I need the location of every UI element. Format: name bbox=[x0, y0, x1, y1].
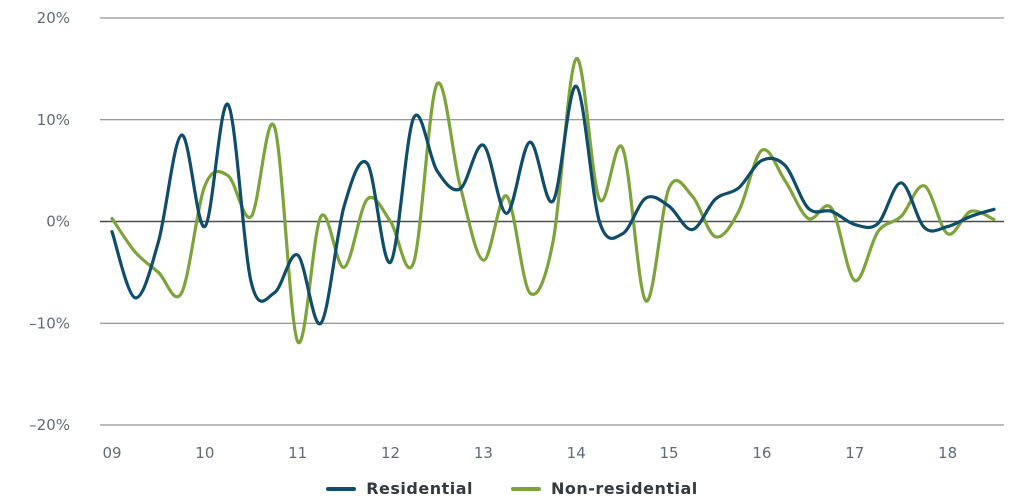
x-tick-label: 17 bbox=[845, 444, 864, 462]
x-tick-label: 18 bbox=[938, 444, 957, 462]
legend-label-non-residential: Non-residential bbox=[551, 479, 698, 498]
x-tick-label: 12 bbox=[381, 444, 400, 462]
x-axis-tick-labels: 09 10 11 12 13 14 15 16 17 18 bbox=[102, 444, 957, 462]
legend-swatch-non-residential bbox=[511, 486, 541, 491]
x-tick-label: 14 bbox=[567, 444, 586, 462]
x-tick-label: 13 bbox=[474, 444, 493, 462]
series-line-non-residential bbox=[110, 57, 996, 345]
x-tick-label: 11 bbox=[288, 444, 307, 462]
legend: Residential Non-residential bbox=[0, 476, 1024, 501]
gridlines bbox=[100, 17, 1004, 426]
y-tick-label: –20% bbox=[29, 416, 70, 434]
series-line-residential bbox=[110, 84, 996, 326]
x-tick-label: 16 bbox=[752, 444, 771, 462]
x-tick-label: 10 bbox=[195, 444, 214, 462]
y-axis-tick-labels: –20% –10% 0% 10% 20% bbox=[29, 9, 70, 434]
legend-label-residential: Residential bbox=[366, 479, 473, 498]
y-tick-label: 20% bbox=[37, 9, 70, 27]
legend-swatch-residential bbox=[326, 486, 357, 491]
legend-item-residential: Residential bbox=[326, 479, 473, 498]
line-chart: –20% –10% 0% 10% 20% 09 10 11 12 13 14 15 16 17 18 bbox=[29, 9, 1004, 462]
y-tick-label: 0% bbox=[46, 213, 70, 231]
series-lines bbox=[110, 57, 996, 345]
y-tick-label: –10% bbox=[29, 314, 70, 332]
y-tick-label: 10% bbox=[37, 111, 70, 129]
x-tick-label: 15 bbox=[660, 444, 679, 462]
x-tick-label: 09 bbox=[102, 444, 121, 462]
legend-item-non-residential: Non-residential bbox=[511, 479, 698, 498]
